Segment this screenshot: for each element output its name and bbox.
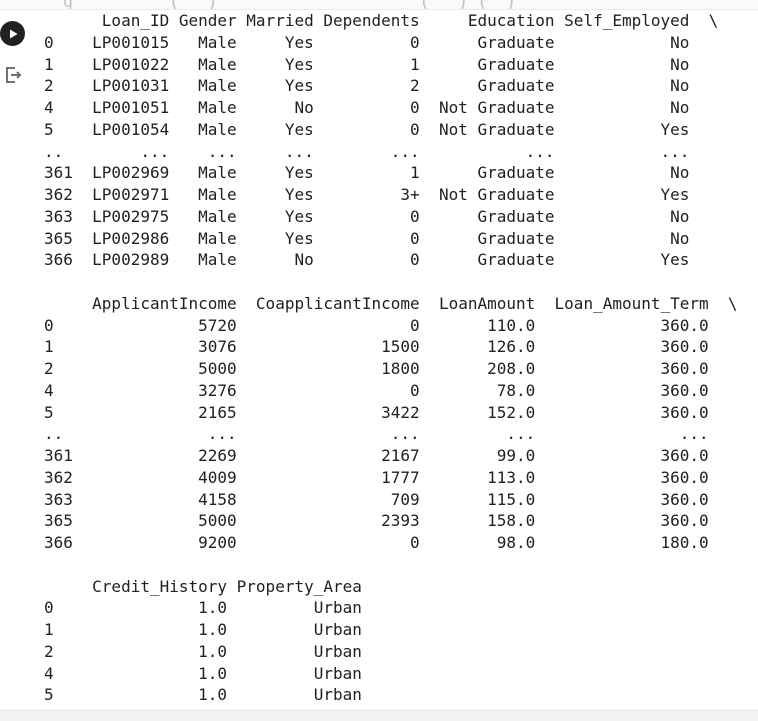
output-line: 2 5000 1800 208.0 360.0 — [44, 359, 738, 378]
output-line: 0 1.0 Urban — [44, 598, 362, 618]
run-cell-button[interactable] — [0, 21, 25, 46]
output-line: 5 1.0 Urban — [44, 685, 362, 705]
output-line: 4 LP001051 Male No 0 Not Graduate No — [44, 98, 719, 117]
output-line: 366 9200 0 98.0 180.0 — [44, 533, 738, 552]
output-line: 1 3076 1500 126.0 360.0 — [44, 337, 738, 357]
cell-gutter — [0, 9, 40, 720]
output-line: 365 5000 2393 158.0 360.0 — [44, 511, 738, 531]
output-line: Loan_ID Gender Married Dependents Educat… — [44, 11, 719, 30]
cell-output: Loan_ID Gender Married Dependents Educat… — [44, 10, 738, 706]
output-line: 5 LP001054 Male Yes 0 Not Graduate Yes — [44, 119, 719, 139]
output-line: .. ... ... ... ... — [44, 424, 738, 444]
play-icon — [9, 29, 17, 38]
output-line: 362 4009 1777 113.0 360.0 — [44, 467, 738, 487]
output-bottom-edge — [0, 710, 758, 721]
output-line: 1 1.0 Urban — [44, 620, 362, 639]
output-line: 363 LP002975 Male Yes 0 Graduate No — [44, 206, 719, 226]
output-line: 361 LP002969 Male Yes 1 Graduate No — [44, 163, 719, 183]
output-line: 2 1.0 Urban — [44, 641, 362, 661]
output-line: 4 3276 0 78.0 360.0 — [44, 380, 738, 400]
output-line: 362 LP002971 Male Yes 3+ Not Graduate Ye… — [44, 185, 719, 204]
output-line: Credit_History Property_Area — [44, 576, 362, 596]
previous-cell-edge: g _ ( ) _ ( ) ( ) — [0, 0, 758, 10]
clipped-code-line: g _ ( ) _ ( ) ( ) — [44, 0, 517, 10]
output-line: 2 LP001031 Male Yes 2 Graduate No — [44, 76, 719, 96]
output-line: 361 2269 2167 99.0 360.0 — [44, 446, 738, 465]
output-line: 0 LP001015 Male Yes 0 Graduate No — [44, 32, 719, 52]
output-line: 366 LP002989 Male No 0 Graduate Yes — [44, 250, 719, 270]
output-line: 365 LP002986 Male Yes 0 Graduate No — [44, 228, 719, 248]
output-line: 0 5720 0 110.0 360.0 — [44, 315, 738, 335]
output-redirect-icon — [6, 67, 22, 83]
output-line: .. ... ... ... ... ... ... — [44, 141, 719, 161]
output-menu-button[interactable] — [3, 65, 23, 85]
output-line: 1 LP001022 Male Yes 1 Graduate No — [44, 54, 719, 74]
output-line: 363 4158 709 115.0 360.0 — [44, 489, 738, 509]
output-line: 5 2165 3422 152.0 360.0 — [44, 402, 738, 422]
output-line: ApplicantIncome CoapplicantIncome LoanAm… — [44, 293, 738, 313]
output-line: 4 1.0 Urban — [44, 663, 362, 683]
